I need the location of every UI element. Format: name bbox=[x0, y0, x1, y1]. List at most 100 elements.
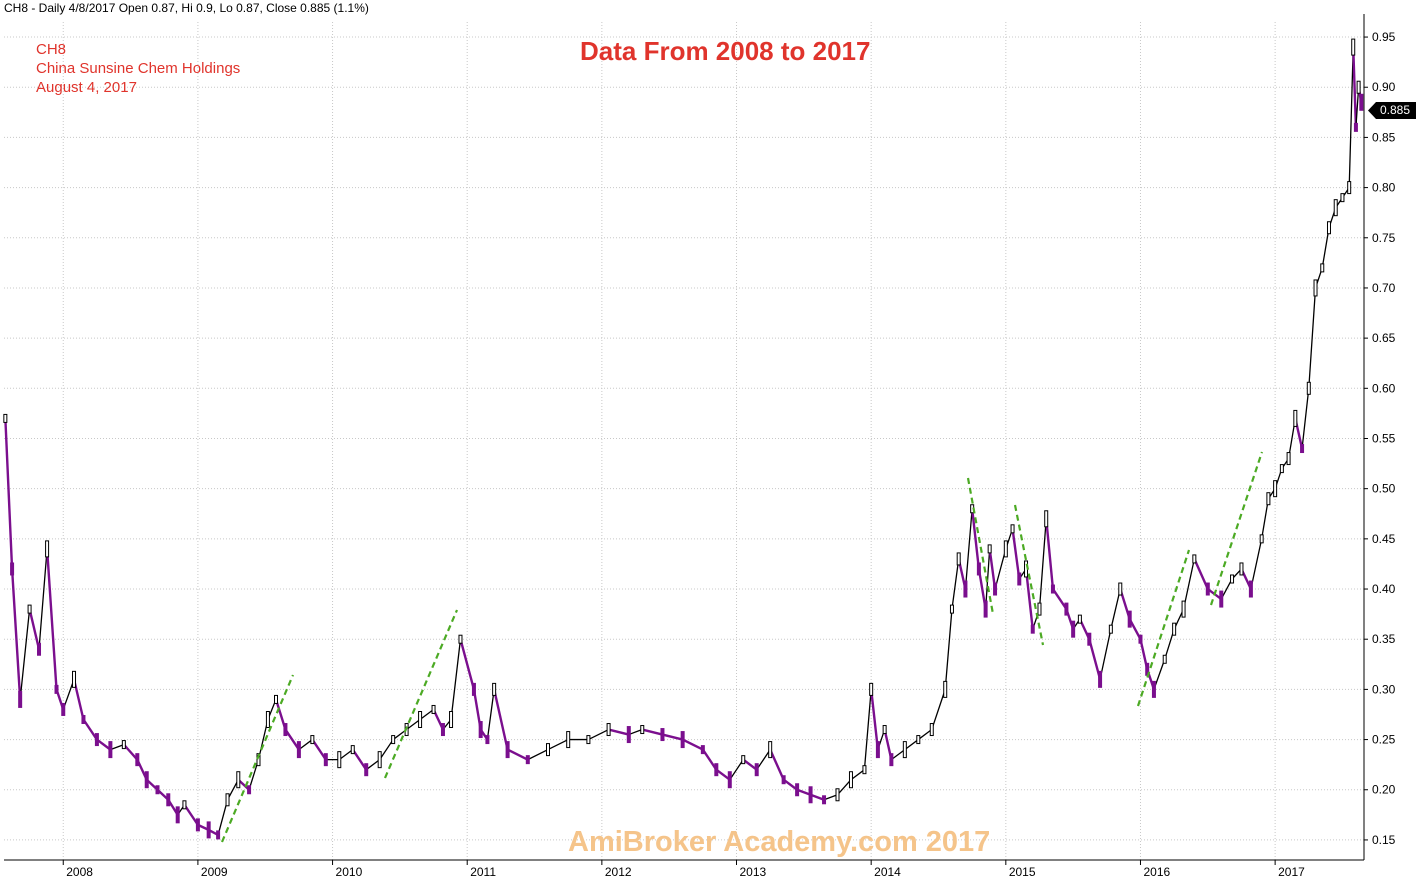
price-segment bbox=[547, 738, 569, 751]
price-point bbox=[1138, 634, 1143, 644]
price-point bbox=[882, 725, 887, 735]
price-segment bbox=[661, 733, 684, 741]
price-point bbox=[835, 788, 840, 802]
price-segment bbox=[890, 748, 906, 761]
price-point bbox=[1010, 524, 1015, 534]
price-point bbox=[135, 753, 140, 767]
price-segment bbox=[95, 738, 112, 751]
price-segment bbox=[527, 748, 549, 761]
trend-lines bbox=[220, 451, 1264, 843]
price-point bbox=[1219, 590, 1224, 608]
price-point bbox=[296, 741, 301, 759]
price-point bbox=[27, 604, 32, 614]
price-segment bbox=[904, 738, 919, 751]
price-point bbox=[216, 830, 221, 840]
price-point bbox=[976, 562, 981, 576]
price-segment bbox=[628, 728, 643, 736]
x-tick-label: 2010 bbox=[336, 865, 363, 879]
price-segment bbox=[311, 738, 328, 761]
price-point bbox=[1266, 492, 1271, 506]
y-tick-label: 0.30 bbox=[1372, 682, 1396, 696]
price-segment bbox=[970, 507, 981, 571]
price-point bbox=[1172, 622, 1177, 636]
price-point bbox=[862, 765, 867, 775]
chart-header: CH8 - Daily 4/8/2017 Open 0.87, Hi 0.9, … bbox=[4, 1, 369, 15]
price-segment bbox=[701, 748, 718, 771]
price-segment bbox=[183, 803, 200, 827]
price-point bbox=[225, 793, 230, 807]
price-point bbox=[94, 733, 99, 747]
price-segment bbox=[1355, 86, 1360, 129]
price-point bbox=[10, 562, 15, 576]
y-tick-label: 0.35 bbox=[1372, 632, 1396, 646]
price-point bbox=[492, 682, 497, 696]
price-point bbox=[166, 793, 171, 807]
y-tick-label: 0.45 bbox=[1372, 532, 1396, 546]
price-point bbox=[1098, 670, 1103, 688]
price-point bbox=[983, 600, 988, 618]
last-price-badge: 0.885 bbox=[1368, 102, 1417, 119]
price-segment bbox=[4, 417, 14, 571]
price-point bbox=[1230, 574, 1235, 584]
y-tick-label: 0.95 bbox=[1372, 30, 1396, 44]
price-point bbox=[1192, 554, 1197, 564]
price-segment bbox=[715, 768, 731, 781]
y-tick-label: 0.20 bbox=[1372, 783, 1396, 797]
trend-line bbox=[1209, 451, 1264, 606]
y-tick-label: 0.90 bbox=[1372, 80, 1396, 94]
price-point bbox=[1077, 614, 1082, 624]
price-segment bbox=[365, 758, 381, 771]
price-point bbox=[640, 725, 645, 735]
price-segment bbox=[869, 688, 880, 751]
price-segment bbox=[1038, 518, 1047, 610]
x-tick-label: 2013 bbox=[740, 865, 767, 879]
price-segment bbox=[951, 558, 960, 610]
price-point bbox=[1071, 620, 1076, 638]
price-point bbox=[195, 818, 200, 832]
price-segment bbox=[486, 688, 495, 741]
price-segment bbox=[1348, 46, 1354, 189]
price-point bbox=[1118, 582, 1123, 596]
price-point bbox=[660, 728, 665, 742]
price-point bbox=[1017, 572, 1022, 586]
price-point bbox=[1030, 624, 1035, 634]
price-point bbox=[1279, 464, 1284, 474]
axes: 0.15 0.20 0.25 0.30 0.35 0.40 0.45 0.50 0.55 0.60… bbox=[4, 14, 1396, 879]
price-point bbox=[485, 735, 490, 745]
chart-title: Data From 2008 to 2017 bbox=[580, 36, 871, 66]
price-segment bbox=[681, 738, 705, 751]
price-point bbox=[1351, 38, 1356, 56]
price-point bbox=[741, 755, 746, 765]
price-point bbox=[1087, 632, 1092, 646]
price-segment bbox=[109, 743, 125, 751]
price-segment bbox=[964, 508, 973, 590]
price-point bbox=[418, 710, 423, 728]
x-tick-label: 2012 bbox=[605, 865, 632, 879]
price-segment bbox=[782, 778, 799, 791]
price-segment bbox=[419, 708, 435, 721]
price-point bbox=[848, 771, 853, 789]
x-tick-label: 2016 bbox=[1143, 865, 1170, 879]
price-point bbox=[1044, 510, 1049, 528]
price-point bbox=[1356, 80, 1361, 94]
price-segment bbox=[1110, 588, 1121, 630]
price-point bbox=[1181, 600, 1186, 618]
price-point bbox=[1273, 480, 1278, 498]
price-point bbox=[606, 723, 611, 737]
price-point bbox=[1162, 654, 1167, 664]
price-segment bbox=[10, 567, 22, 701]
price-segment bbox=[944, 608, 953, 691]
price-point bbox=[929, 723, 934, 737]
price-point bbox=[546, 743, 550, 757]
trend-line bbox=[383, 609, 459, 779]
y-tick-label: 0.25 bbox=[1372, 733, 1396, 747]
price-point bbox=[586, 735, 591, 745]
price-point bbox=[1347, 181, 1352, 195]
price-point bbox=[471, 682, 476, 696]
price-segment bbox=[1308, 287, 1317, 389]
price-point bbox=[943, 680, 948, 698]
price-point bbox=[1151, 680, 1156, 698]
price-point bbox=[108, 741, 113, 759]
price-segment bbox=[492, 688, 509, 751]
price-segment bbox=[38, 548, 48, 650]
